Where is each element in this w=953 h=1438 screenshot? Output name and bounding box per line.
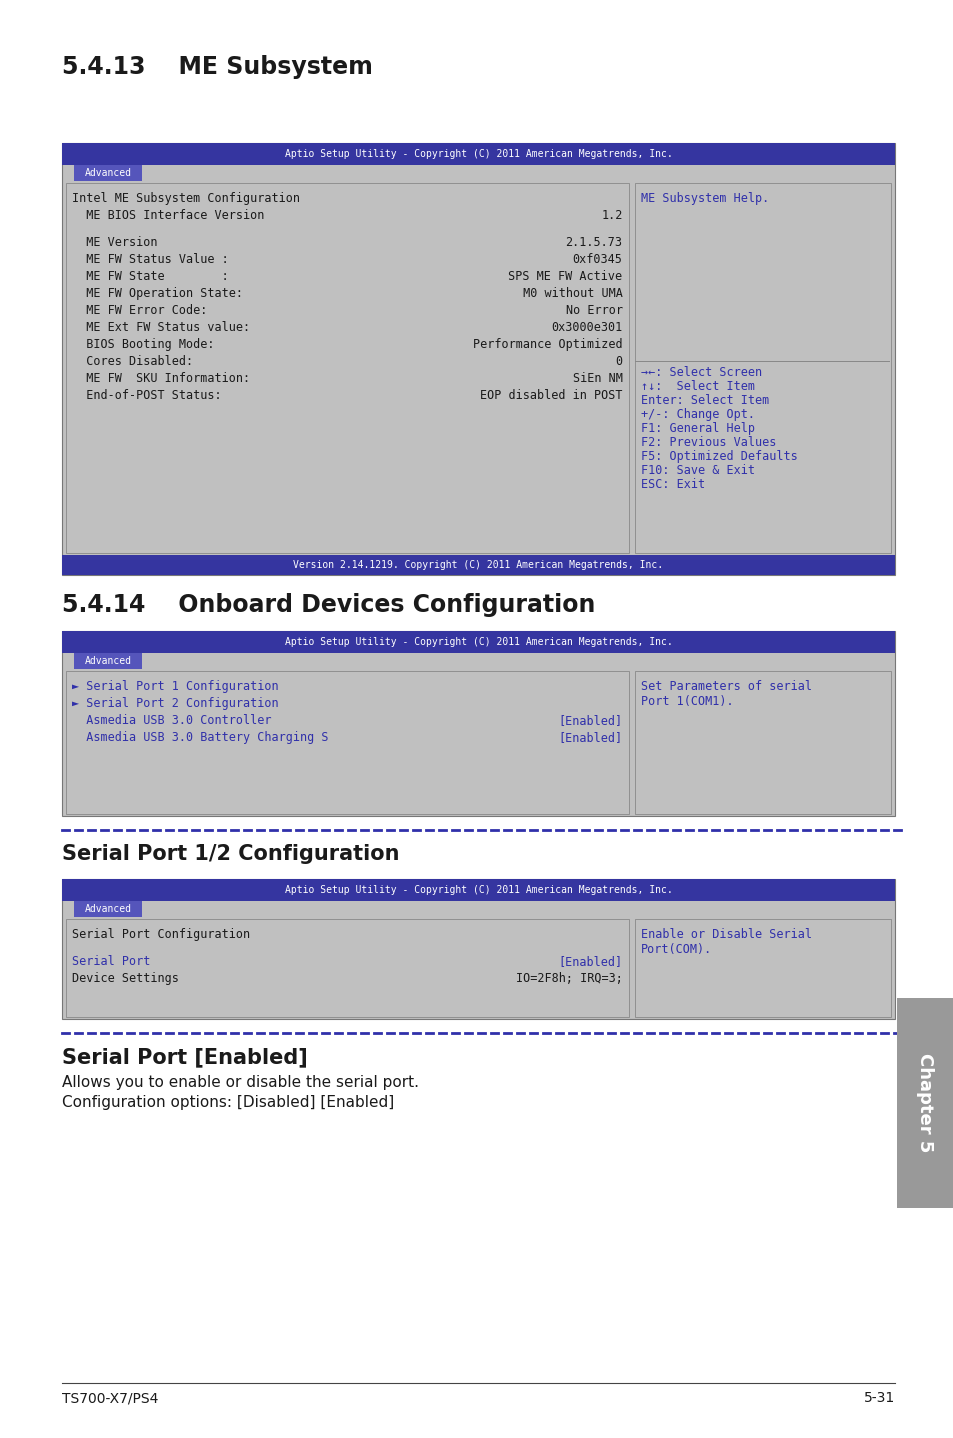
Bar [74, 902, 142, 917]
Text: F1: General Help: F1: General Help [639, 421, 754, 434]
Text: 5.4.14    Onboard Devices Configuration: 5.4.14 Onboard Devices Configuration [62, 592, 595, 617]
Text: Set Parameters of serial: Set Parameters of serial [639, 680, 811, 693]
Text: BIOS Booting Mode:: BIOS Booting Mode: [71, 338, 214, 351]
Text: Performance Optimized: Performance Optimized [473, 338, 622, 351]
Bar [62, 631, 894, 815]
Text: Allows you to enable or disable the serial port.: Allows you to enable or disable the seri… [62, 1076, 418, 1090]
Text: Aptio Setup Utility - Copyright (C) 2011 American Megatrends, Inc.: Aptio Setup Utility - Copyright (C) 2011… [284, 637, 672, 647]
Text: ME BIOS Interface Version: ME BIOS Interface Version [71, 209, 264, 221]
Bar [62, 631, 894, 653]
Text: F10: Save & Exit: F10: Save & Exit [639, 463, 754, 476]
Text: No Error: No Error [565, 303, 622, 316]
Text: Chapter 5: Chapter 5 [915, 1053, 933, 1153]
Text: Version 2.14.1219. Copyright (C) 2011 American Megatrends, Inc.: Version 2.14.1219. Copyright (C) 2011 Am… [294, 559, 663, 569]
Bar [634, 183, 890, 554]
Bar [66, 919, 628, 1017]
Text: [Enabled]: [Enabled] [558, 731, 622, 743]
Text: Configuration options: [Disabled] [Enabled]: Configuration options: [Disabled] [Enabl… [62, 1094, 394, 1110]
Text: Asmedia USB 3.0 Battery Charging S: Asmedia USB 3.0 Battery Charging S [71, 731, 328, 743]
Text: SiEn NM: SiEn NM [572, 372, 622, 385]
Text: Enable or Disable Serial: Enable or Disable Serial [639, 928, 811, 940]
Text: [Enabled]: [Enabled] [558, 715, 622, 728]
Text: 0xf0345: 0xf0345 [572, 253, 622, 266]
Text: ME Ext FW Status value:: ME Ext FW Status value: [71, 321, 250, 334]
Text: Advanced: Advanced [85, 168, 132, 178]
Text: ME Version: ME Version [71, 236, 157, 249]
Text: TS700-X7/PS4: TS700-X7/PS4 [62, 1391, 158, 1405]
Bar [62, 142, 894, 165]
Bar [66, 672, 628, 814]
Text: +/-: Change Opt.: +/-: Change Opt. [639, 407, 754, 420]
Text: 2.1.5.73: 2.1.5.73 [565, 236, 622, 249]
Text: F2: Previous Values: F2: Previous Values [639, 436, 775, 449]
Text: ME FW Operation State:: ME FW Operation State: [71, 288, 243, 301]
Text: F5: Optimized Defaults: F5: Optimized Defaults [639, 450, 797, 463]
Text: →←: Select Screen: →←: Select Screen [639, 365, 760, 378]
Text: 5-31: 5-31 [862, 1391, 894, 1405]
Bar [634, 919, 890, 1017]
Text: Serial Port: Serial Port [71, 955, 151, 968]
Text: Aptio Setup Utility - Copyright (C) 2011 American Megatrends, Inc.: Aptio Setup Utility - Copyright (C) 2011… [284, 150, 672, 160]
Bar [62, 142, 894, 575]
Text: EOP disabled in POST: EOP disabled in POST [479, 390, 622, 403]
Text: ME FW Status Value :: ME FW Status Value : [71, 253, 229, 266]
Text: ESC: Exit: ESC: Exit [639, 477, 704, 490]
Text: Device Settings: Device Settings [71, 972, 179, 985]
Text: End-of-POST Status:: End-of-POST Status: [71, 390, 221, 403]
Bar [74, 653, 142, 669]
Text: 0x3000e301: 0x3000e301 [551, 321, 622, 334]
Text: ME FW  SKU Information:: ME FW SKU Information: [71, 372, 250, 385]
Text: Advanced: Advanced [85, 656, 132, 666]
Text: Advanced: Advanced [85, 905, 132, 915]
Text: M0 without UMA: M0 without UMA [516, 288, 622, 301]
Text: ME FW State        :: ME FW State : [71, 270, 229, 283]
Text: Enter: Select Item: Enter: Select Item [639, 394, 768, 407]
Text: ► Serial Port 1 Configuration: ► Serial Port 1 Configuration [71, 680, 278, 693]
Text: Intel ME Subsystem Configuration: Intel ME Subsystem Configuration [71, 193, 299, 206]
Text: [Enabled]: [Enabled] [558, 955, 622, 968]
Text: Port 1(COM1).: Port 1(COM1). [639, 695, 733, 707]
Text: 1.2: 1.2 [600, 209, 622, 221]
Text: ME Subsystem Help.: ME Subsystem Help. [639, 193, 768, 206]
Bar [634, 672, 890, 814]
Text: Serial Port Configuration: Serial Port Configuration [71, 928, 250, 940]
Text: ME FW Error Code:: ME FW Error Code: [71, 303, 207, 316]
Bar [62, 555, 894, 575]
Text: 5.4.13    ME Subsystem: 5.4.13 ME Subsystem [62, 55, 373, 79]
Text: Cores Disabled:: Cores Disabled: [71, 355, 193, 368]
Text: IO=2F8h; IRQ=3;: IO=2F8h; IRQ=3; [516, 972, 622, 985]
Bar [62, 879, 894, 1020]
Text: 0: 0 [615, 355, 622, 368]
Bar [66, 183, 628, 554]
Text: ↑↓:  Select Item: ↑↓: Select Item [639, 380, 754, 393]
Text: ► Serial Port 2 Configuration: ► Serial Port 2 Configuration [71, 697, 278, 710]
Text: Serial Port 1/2 Configuration: Serial Port 1/2 Configuration [62, 844, 399, 864]
Text: Asmedia USB 3.0 Controller: Asmedia USB 3.0 Controller [71, 715, 272, 728]
Bar [74, 165, 142, 181]
Text: Serial Port [Enabled]: Serial Port [Enabled] [62, 1047, 308, 1067]
Bar [896, 998, 953, 1208]
Text: Port(COM).: Port(COM). [639, 943, 711, 956]
Bar [62, 879, 894, 902]
Text: Aptio Setup Utility - Copyright (C) 2011 American Megatrends, Inc.: Aptio Setup Utility - Copyright (C) 2011… [284, 884, 672, 894]
Text: SPS ME FW Active: SPS ME FW Active [501, 270, 622, 283]
